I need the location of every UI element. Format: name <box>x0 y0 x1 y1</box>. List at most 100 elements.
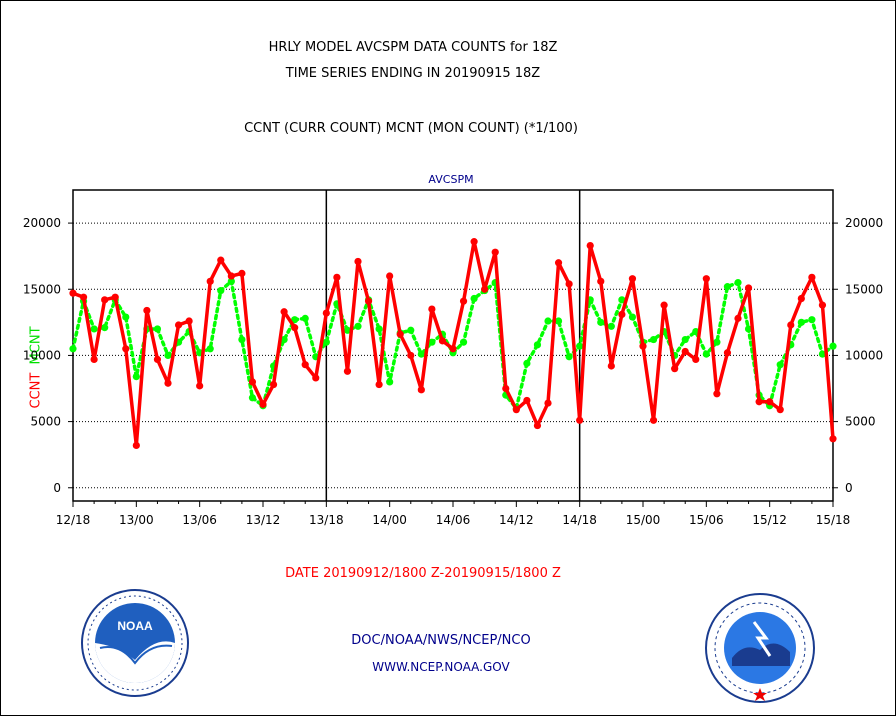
data-point-ccnt <box>407 351 415 360</box>
data-point-ccnt <box>79 293 88 301</box>
data-point-ccnt <box>723 349 732 357</box>
data-point-mcnt <box>291 316 299 324</box>
data-point-mcnt <box>554 317 563 325</box>
data-point-mcnt <box>829 342 837 350</box>
data-point-mcnt <box>343 326 352 334</box>
y-tick-label-left: 0 <box>53 481 61 495</box>
data-point-mcnt <box>713 338 721 346</box>
data-point-ccnt <box>491 248 499 256</box>
data-point-mcnt <box>597 318 605 326</box>
data-point-ccnt <box>301 361 309 369</box>
data-point-mcnt <box>407 326 415 334</box>
data-point-ccnt <box>428 305 436 313</box>
x-tick-label: 15/18 <box>816 513 851 527</box>
data-point-mcnt <box>354 322 362 330</box>
data-point-ccnt <box>744 284 753 292</box>
data-point-ccnt <box>618 310 626 318</box>
data-point-ccnt <box>333 273 341 281</box>
data-point-ccnt <box>396 330 404 338</box>
data-point-mcnt <box>702 350 710 358</box>
data-point-mcnt <box>69 345 77 353</box>
data-point-mcnt <box>776 361 784 369</box>
data-point-ccnt <box>143 306 151 315</box>
data-point-ccnt <box>132 441 140 450</box>
y-tick-label-right: 0 <box>845 481 853 495</box>
y-tick-label-right: 20000 <box>845 216 883 230</box>
data-point-mcnt <box>607 322 615 330</box>
data-point-ccnt <box>174 321 183 329</box>
y-tick-label-left: 15000 <box>23 282 61 296</box>
panel-label: AVCSPM <box>428 173 474 186</box>
data-point-ccnt <box>776 406 784 414</box>
data-point-mcnt <box>101 324 109 332</box>
x-tick-label: 14/12 <box>499 513 534 527</box>
chart-title-line-2: TIME SERIES ENDING IN 20190915 18Z <box>285 66 541 81</box>
data-point-ccnt <box>386 272 394 280</box>
data-point-ccnt <box>291 324 299 332</box>
x-tick-label: 13/06 <box>182 513 217 527</box>
y-tick-label-left: 5000 <box>30 415 61 429</box>
data-point-ccnt <box>702 275 710 283</box>
data-point-mcnt <box>723 283 732 291</box>
data-point-ccnt <box>470 238 478 246</box>
x-tick-label: 13/00 <box>119 513 154 527</box>
data-point-ccnt <box>153 355 162 363</box>
data-point-mcnt <box>217 286 225 295</box>
data-point-ccnt <box>238 269 246 277</box>
data-point-mcnt <box>132 373 140 381</box>
data-point-mcnt <box>544 317 552 325</box>
footer-url: WWW.NCEP.NOAA.GOV <box>372 660 510 674</box>
data-point-ccnt <box>829 435 837 443</box>
data-point-mcnt <box>533 341 542 349</box>
y-tick-label-left: 10000 <box>23 348 61 362</box>
data-point-ccnt <box>523 396 531 405</box>
x-tick-label: 15/12 <box>752 513 787 527</box>
y-tick-label-left: 20000 <box>23 216 61 230</box>
data-point-ccnt <box>206 277 214 285</box>
data-point-ccnt <box>343 367 352 375</box>
x-tick-label: 14/06 <box>436 513 471 527</box>
data-point-mcnt <box>417 350 425 358</box>
data-point-ccnt <box>692 355 700 363</box>
data-point-ccnt <box>227 272 235 280</box>
x-tick-label: 15/06 <box>689 513 724 527</box>
data-point-mcnt <box>523 359 531 367</box>
x-tick-label: 14/18 <box>562 513 597 527</box>
data-point-mcnt <box>818 350 827 358</box>
data-point-ccnt <box>481 285 489 293</box>
data-point-ccnt <box>217 256 225 264</box>
data-point-ccnt <box>90 355 98 363</box>
data-point-mcnt <box>459 338 468 346</box>
data-point-ccnt <box>259 400 267 408</box>
data-point-ccnt <box>544 399 552 407</box>
x-axis-label: DATE 20190912/1800 Z-20190915/1800 Z <box>285 566 561 581</box>
data-point-mcnt <box>301 314 309 322</box>
data-point-ccnt <box>512 406 520 414</box>
data-point-ccnt <box>312 374 320 382</box>
data-point-mcnt <box>227 277 235 285</box>
data-point-ccnt <box>69 289 77 297</box>
data-point-ccnt <box>248 378 257 386</box>
x-tick-label: 15/00 <box>626 513 661 527</box>
data-point-ccnt <box>797 294 805 303</box>
x-tick-label: 14/00 <box>372 513 407 527</box>
noaa-logo-text: NOAA <box>117 619 153 633</box>
data-point-ccnt <box>808 273 816 281</box>
data-point-mcnt <box>248 394 257 402</box>
x-tick-label: 13/18 <box>309 513 344 527</box>
data-point-ccnt <box>459 297 468 305</box>
y-tick-label-right: 5000 <box>845 415 876 429</box>
data-point-ccnt <box>111 293 119 301</box>
data-point-mcnt <box>206 345 214 353</box>
data-point-ccnt <box>280 308 288 316</box>
data-point-ccnt <box>269 380 278 389</box>
data-point-mcnt <box>744 325 753 333</box>
data-point-mcnt <box>122 313 130 321</box>
data-point-mcnt <box>375 325 383 333</box>
data-point-ccnt <box>196 382 204 390</box>
footer-organization: DOC/NOAA/NWS/NCEP/NCO <box>351 633 531 648</box>
data-point-ccnt <box>597 277 605 285</box>
data-point-ccnt <box>502 384 510 393</box>
data-point-mcnt <box>386 378 394 386</box>
data-point-ccnt <box>766 398 774 406</box>
